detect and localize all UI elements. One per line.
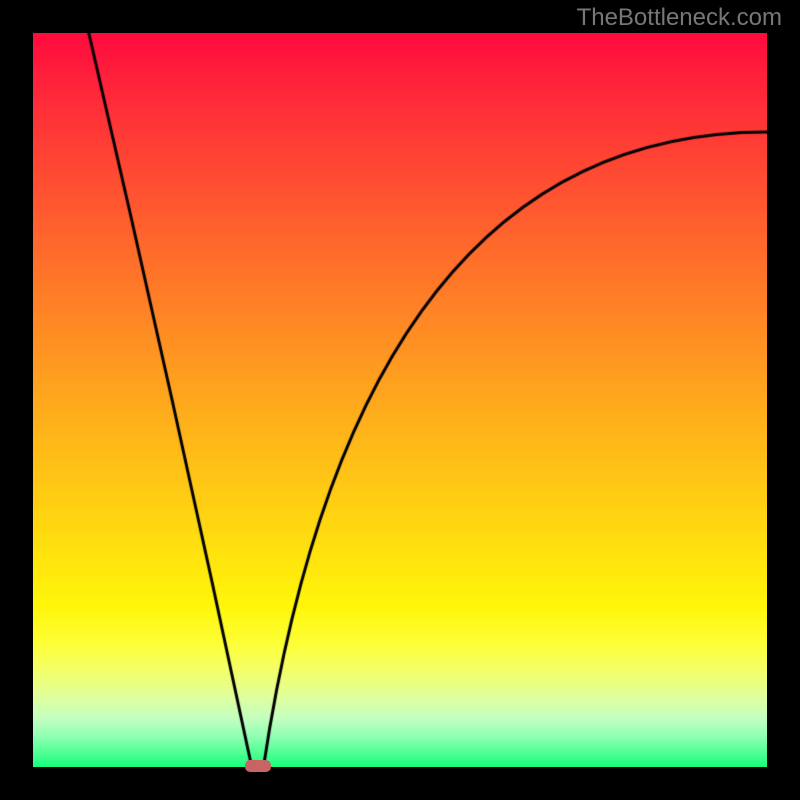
watermark-text: TheBottleneck.com [577,4,782,32]
optimal-point-marker [245,760,271,772]
plot-area [33,33,767,767]
chart-container: TheBottleneck.com [0,0,800,800]
bottleneck-curve [33,33,767,767]
